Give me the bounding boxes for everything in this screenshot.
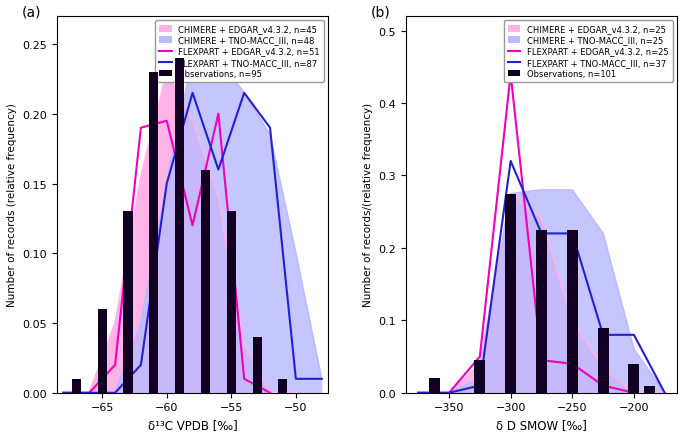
Bar	[252, 337, 262, 393]
Text: (a): (a)	[22, 6, 41, 20]
Bar	[149, 73, 158, 393]
Legend: CHIMERE + EDGAR_v4.3.2, n=45, CHIMERE + TNO-MACC_III, n=48, FLEXPART + EDGAR_v4.: CHIMERE + EDGAR_v4.3.2, n=45, CHIMERE + …	[155, 21, 324, 83]
Bar	[567, 230, 578, 393]
Bar	[201, 170, 210, 393]
Legend: CHIMERE + EDGAR_v4.3.2, n=25, CHIMERE + TNO-MACC_III, n=25, FLEXPART + EDGAR_v4.: CHIMERE + EDGAR_v4.3.2, n=25, CHIMERE + …	[503, 21, 673, 83]
X-axis label: δ D SMOW [‰]: δ D SMOW [‰]	[496, 418, 587, 431]
Bar	[598, 328, 609, 393]
Y-axis label: Number of records (relative frequency): Number of records (relative frequency)	[7, 103, 17, 307]
X-axis label: δ¹³C VPDB [‰]: δ¹³C VPDB [‰]	[148, 418, 237, 431]
Bar	[644, 385, 655, 393]
Bar	[505, 194, 516, 393]
Y-axis label: Number of records/(relative frequency): Number of records/(relative frequency)	[363, 103, 373, 307]
Bar	[72, 379, 81, 393]
Bar	[124, 212, 133, 393]
Bar	[474, 360, 486, 393]
Text: (b): (b)	[371, 6, 391, 20]
Bar	[629, 364, 640, 393]
Bar	[175, 59, 184, 393]
Bar	[227, 212, 236, 393]
Bar	[98, 309, 107, 393]
Bar	[429, 378, 440, 393]
Bar	[536, 230, 547, 393]
Bar	[278, 379, 287, 393]
